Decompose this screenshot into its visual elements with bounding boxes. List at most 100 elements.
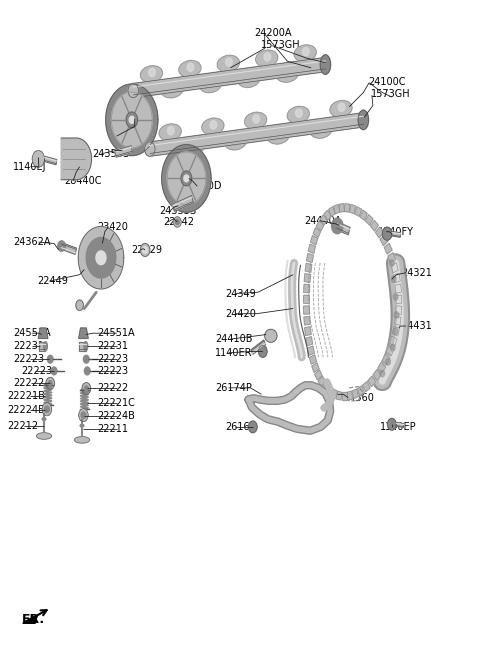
Polygon shape [307,346,314,356]
Circle shape [81,412,86,419]
Polygon shape [345,204,349,212]
Text: 24431: 24431 [401,321,432,331]
Circle shape [387,419,396,430]
Polygon shape [79,409,84,415]
Polygon shape [312,363,319,373]
Polygon shape [61,138,92,180]
Circle shape [393,293,398,300]
Text: 22222: 22222 [97,384,129,394]
Polygon shape [394,274,400,283]
Polygon shape [349,205,356,214]
Polygon shape [111,92,152,148]
Circle shape [259,346,267,358]
Ellipse shape [287,106,309,123]
Ellipse shape [190,142,197,150]
Polygon shape [305,263,312,272]
Text: 22212: 22212 [8,420,39,430]
Ellipse shape [36,433,52,440]
Ellipse shape [199,76,221,92]
Text: 22221C: 22221C [97,398,135,408]
Polygon shape [162,144,211,213]
Polygon shape [304,274,311,282]
Polygon shape [316,221,324,231]
Circle shape [144,142,155,156]
Ellipse shape [318,124,325,133]
Text: 24321: 24321 [401,268,432,277]
Text: 1140ER: 1140ER [216,348,253,358]
Polygon shape [305,327,311,335]
Circle shape [385,359,390,365]
Polygon shape [32,159,38,166]
Polygon shape [395,284,401,293]
Polygon shape [35,159,41,166]
Circle shape [390,344,395,351]
Text: FR.: FR. [22,613,45,626]
Polygon shape [42,409,47,415]
Ellipse shape [285,68,291,77]
Text: 26174P: 26174P [216,383,252,393]
Polygon shape [79,328,88,338]
Polygon shape [371,220,378,231]
Polygon shape [32,152,38,159]
Polygon shape [358,386,364,396]
Text: 22231: 22231 [13,341,44,351]
Circle shape [84,386,88,391]
Polygon shape [86,237,116,278]
Polygon shape [96,251,106,264]
Ellipse shape [80,424,84,427]
Circle shape [51,367,57,375]
Polygon shape [84,415,88,420]
Circle shape [383,227,392,240]
Ellipse shape [42,418,46,420]
Circle shape [394,312,399,318]
Polygon shape [304,316,310,325]
Polygon shape [115,146,132,157]
Polygon shape [149,113,364,156]
Ellipse shape [302,48,309,56]
Text: 24200A: 24200A [254,28,292,38]
Polygon shape [84,409,88,415]
Circle shape [140,243,150,256]
Polygon shape [396,422,404,428]
Polygon shape [38,159,45,166]
Ellipse shape [217,55,240,72]
Polygon shape [392,232,400,237]
Circle shape [128,83,138,98]
Polygon shape [47,403,52,409]
Ellipse shape [238,71,260,87]
Text: 22223: 22223 [97,354,129,364]
Text: 24355S: 24355S [159,206,196,216]
Polygon shape [336,222,350,235]
Polygon shape [79,342,86,351]
Polygon shape [396,306,402,314]
Ellipse shape [202,118,224,134]
Polygon shape [61,243,76,255]
Circle shape [380,370,384,377]
Circle shape [174,216,181,227]
Polygon shape [396,295,402,303]
Text: 1140FY: 1140FY [378,227,414,237]
Polygon shape [347,391,352,400]
Text: 24100C: 24100C [368,77,406,87]
Polygon shape [342,392,347,400]
Text: 22224B: 22224B [97,411,135,420]
Polygon shape [386,345,394,356]
Ellipse shape [330,100,352,117]
Text: 1573GH: 1573GH [371,89,410,99]
Text: 23420: 23420 [97,222,129,232]
Polygon shape [129,116,134,123]
Ellipse shape [264,329,277,342]
Polygon shape [133,58,326,98]
Polygon shape [395,316,401,325]
Polygon shape [23,615,37,623]
Ellipse shape [159,124,181,140]
Polygon shape [45,403,49,409]
Polygon shape [331,389,337,399]
Circle shape [389,260,394,266]
Ellipse shape [253,115,260,123]
Text: 24410B: 24410B [216,334,253,344]
Ellipse shape [210,121,217,129]
Ellipse shape [276,66,299,82]
Polygon shape [81,415,86,420]
Circle shape [48,356,53,363]
